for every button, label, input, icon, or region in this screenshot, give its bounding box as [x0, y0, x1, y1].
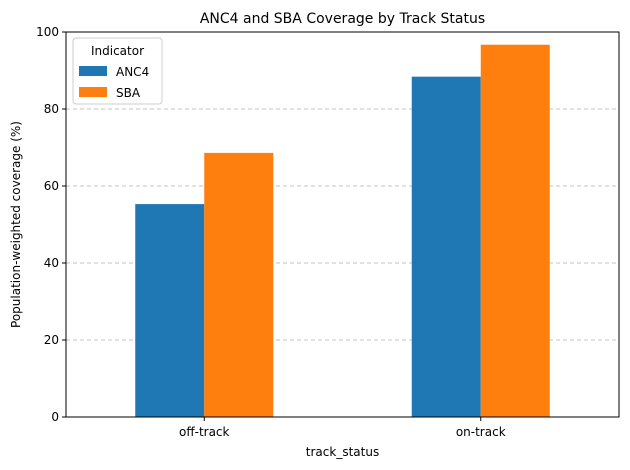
- legend-label-sba: SBA: [116, 86, 141, 100]
- bar-anc4-on-track: [411, 76, 481, 417]
- x-axis-label: track_status: [306, 445, 379, 459]
- y-tick-label: 100: [36, 25, 59, 39]
- legend-title: Indicator: [91, 44, 144, 58]
- legend-swatch-anc4: [79, 66, 107, 76]
- bars: [135, 44, 550, 418]
- y-tick-label: 60: [44, 179, 59, 193]
- y-tick-label: 20: [44, 333, 59, 347]
- bar-sba-on-track: [480, 44, 550, 418]
- legend: Indicator ANC4 SBA: [72, 37, 163, 105]
- x-tick-label: on-track: [456, 425, 506, 439]
- y-axis-label: Population-weighted coverage (%): [9, 121, 23, 328]
- y-axis: 0 20 40 60 80 100: [36, 25, 66, 424]
- bar-sba-off-track: [204, 152, 274, 417]
- y-tick-label: 80: [44, 102, 59, 116]
- legend-label-anc4: ANC4: [116, 65, 149, 79]
- bar-anc4-off-track: [135, 204, 205, 417]
- y-tick-label: 40: [44, 256, 59, 270]
- legend-swatch-sba: [79, 87, 107, 97]
- x-axis: off-track on-track: [179, 417, 506, 439]
- plot-frame: [65, 31, 620, 418]
- x-tick-label: off-track: [179, 425, 230, 439]
- y-tick-label: 0: [51, 410, 59, 424]
- chart-title: ANC4 and SBA Coverage by Track Status: [200, 11, 485, 27]
